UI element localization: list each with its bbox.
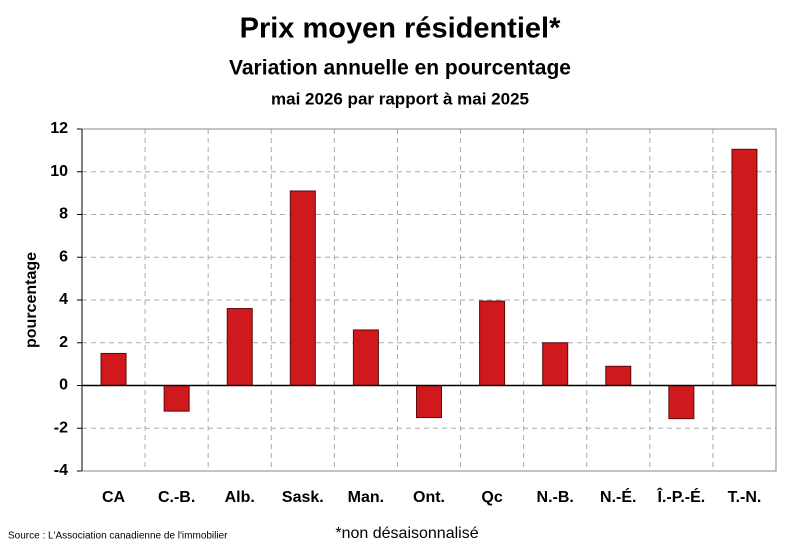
x-tick-label: Alb. xyxy=(225,489,255,506)
bar xyxy=(542,342,569,386)
bar xyxy=(226,308,253,386)
x-tick-label: N.-B. xyxy=(537,489,574,506)
y-tick-label: 4 xyxy=(59,291,68,308)
source-note: Source : L'Association canadienne de l'i… xyxy=(8,531,228,542)
y-tick-label: -4 xyxy=(54,462,68,479)
bar xyxy=(416,385,442,419)
bar xyxy=(605,365,632,387)
y-tick-label: 0 xyxy=(59,377,68,394)
x-tick-label: Ont. xyxy=(413,489,445,506)
x-tick-label: CA xyxy=(102,489,126,506)
bar xyxy=(163,385,190,412)
chart-title: Prix moyen résidentiel* xyxy=(240,13,561,45)
chart-subtitle: Variation annuelle en pourcentage xyxy=(229,57,571,80)
x-tick-label: C.-B. xyxy=(158,489,195,506)
bar xyxy=(731,148,758,386)
x-tick-label: Qc xyxy=(481,489,502,506)
bar xyxy=(352,329,379,386)
y-tick-label: 2 xyxy=(59,334,68,351)
x-tick-label: N.-É. xyxy=(600,487,636,506)
x-tick-label: Man. xyxy=(348,489,384,506)
footnote: *non désaisonnalisé xyxy=(335,525,478,542)
y-tick-label: 12 xyxy=(50,120,68,137)
y-tick-label: -2 xyxy=(54,419,68,436)
x-tick-label: Î.-P.-É. xyxy=(657,487,706,506)
bar xyxy=(289,190,316,386)
bar xyxy=(668,385,695,420)
x-tick-label: Sask. xyxy=(282,489,324,506)
x-tick-label: T.-N. xyxy=(728,489,762,506)
y-axis-label: pourcentage xyxy=(23,252,40,348)
y-tick-label: 8 xyxy=(59,206,68,223)
bar xyxy=(100,352,127,386)
y-tick-label: 6 xyxy=(59,248,68,265)
chart-subtitle: mai 2026 par rapport à mai 2025 xyxy=(271,89,529,108)
y-tick-label: 10 xyxy=(50,163,68,180)
bar xyxy=(479,300,506,387)
